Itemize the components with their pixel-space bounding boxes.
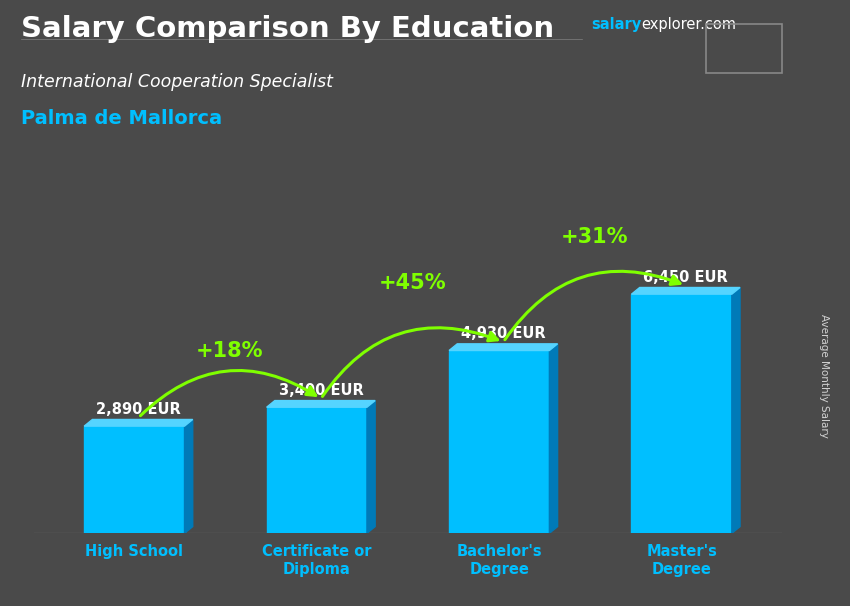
Polygon shape — [267, 407, 367, 533]
Text: 6,450 EUR: 6,450 EUR — [643, 270, 728, 285]
Text: International Cooperation Specialist: International Cooperation Specialist — [21, 73, 333, 91]
Text: +31%: +31% — [561, 227, 628, 247]
Text: Average Monthly Salary: Average Monthly Salary — [819, 314, 829, 438]
Text: +18%: +18% — [196, 341, 264, 361]
Text: 3,400 EUR: 3,400 EUR — [279, 382, 363, 398]
Polygon shape — [449, 350, 549, 533]
Text: 2,890 EUR: 2,890 EUR — [96, 402, 181, 416]
Text: +45%: +45% — [378, 273, 446, 293]
Text: Palma de Mallorca: Palma de Mallorca — [21, 109, 223, 128]
Polygon shape — [367, 401, 375, 533]
Text: 4,930 EUR: 4,930 EUR — [461, 326, 546, 341]
Text: salary: salary — [591, 17, 641, 32]
Polygon shape — [632, 294, 732, 533]
Polygon shape — [732, 287, 740, 533]
Polygon shape — [267, 401, 375, 407]
Polygon shape — [184, 419, 193, 533]
Text: Salary Comparison By Education: Salary Comparison By Education — [21, 15, 554, 43]
Polygon shape — [549, 344, 558, 533]
Polygon shape — [84, 426, 184, 533]
Text: explorer.com: explorer.com — [642, 17, 737, 32]
Polygon shape — [449, 344, 558, 350]
Polygon shape — [632, 287, 740, 294]
Polygon shape — [84, 419, 193, 426]
